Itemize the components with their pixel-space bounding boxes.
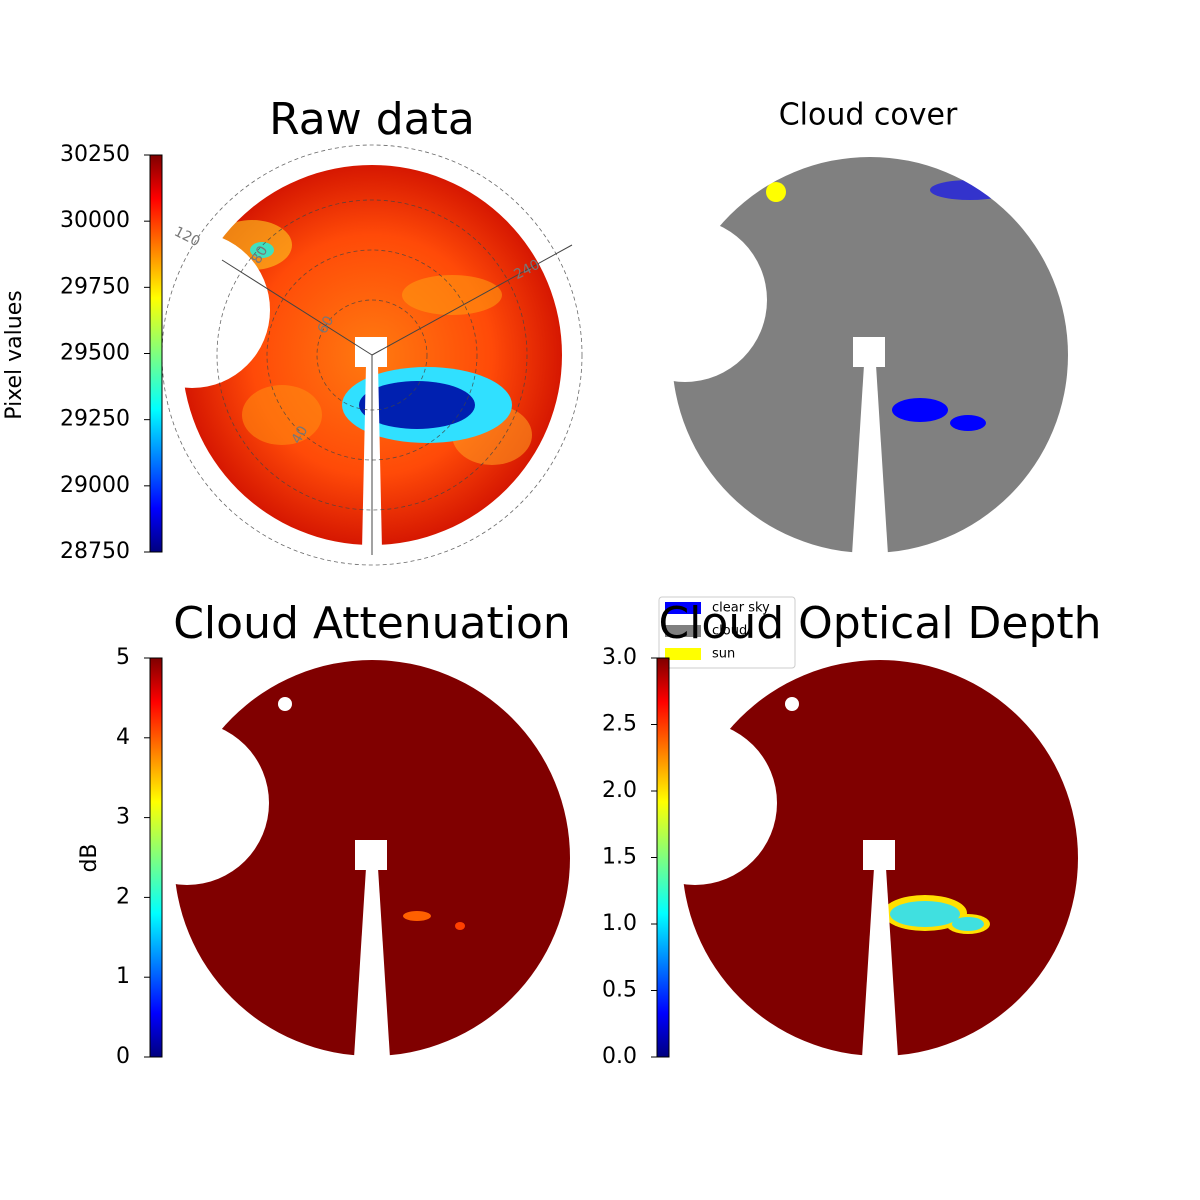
colorbar-tick-label: 29750 xyxy=(60,274,130,299)
colorbar-tick-label: 1.0 xyxy=(602,911,637,936)
colorbar-label: Pixel values xyxy=(2,290,27,419)
legend: clear sky cloud sun xyxy=(658,596,796,669)
sky-feature xyxy=(402,275,502,315)
colorbar-tick-label: 3 xyxy=(116,805,130,830)
panels: Raw data12024080604028750290002925029500… xyxy=(2,94,1102,1069)
sky-disk xyxy=(680,658,1080,1058)
sky-feature xyxy=(359,381,475,429)
panel: Cloud cover xyxy=(670,98,1070,555)
panel-title: Raw data xyxy=(269,94,475,145)
colorbar-tick-label: 29250 xyxy=(60,407,130,432)
radial-tick-label: 40 xyxy=(289,423,312,446)
polar-grid xyxy=(216,199,528,511)
panel: Cloud Attenuation 0 1 2 3 4 5 dB xyxy=(77,598,572,1069)
colorbar-tick-label: 3.0 xyxy=(602,645,637,670)
clear-sky-patch xyxy=(930,180,1010,200)
colorbar-tick-label: 30250 xyxy=(60,142,130,167)
sky-disk-content xyxy=(172,658,572,1058)
polar-axis xyxy=(221,259,373,356)
legend-label: cloud xyxy=(712,624,747,639)
colorbar-tick-label: 0 xyxy=(116,1044,130,1069)
radial-tick-label: 60 xyxy=(315,313,338,336)
panel-title: Cloud Attenuation xyxy=(173,598,571,649)
colorbar-tick-label: 1.5 xyxy=(602,845,637,870)
sky-feature xyxy=(890,901,960,927)
colorbar-tick-label: 2.5 xyxy=(602,712,637,737)
colorbar-tick-label: 2 xyxy=(116,884,130,909)
colorbar-tick-label: 0.0 xyxy=(602,1044,637,1069)
colorbar-tick-label: 30000 xyxy=(60,208,130,233)
sky-disk-content xyxy=(680,658,1080,1058)
colorbar-tick-label: 28750 xyxy=(60,539,130,564)
colorbar-label: dB xyxy=(77,843,102,872)
sun-mask xyxy=(278,697,292,711)
sky-feature xyxy=(455,922,465,930)
sky-image xyxy=(680,658,1080,1058)
sun-mask xyxy=(785,697,799,711)
colorbar-tick-label: 29500 xyxy=(60,341,130,366)
panel: Raw data12024080604028750290002925029500… xyxy=(2,94,583,566)
colorbar-tick-label: 5 xyxy=(116,645,130,670)
colorbar xyxy=(149,154,163,553)
clear-sky-patch xyxy=(950,415,986,431)
sky-disk xyxy=(670,155,1070,555)
panel-title: Cloud Optical Depth xyxy=(658,598,1101,649)
sky-feature xyxy=(242,385,322,445)
colorbar-tick-label: 4 xyxy=(116,725,130,750)
colorbar xyxy=(656,657,670,1058)
radial-tick-label: 80 xyxy=(249,243,272,266)
legend-swatch xyxy=(665,648,701,660)
panel: Cloud Optical Depth 0.0 0.5 1.0 1.5 2.0 2.5 3.0 xyxy=(602,598,1102,1069)
sky-image xyxy=(670,155,1070,555)
legend-label: sun xyxy=(712,647,735,662)
colorbar-tick-label: 1 xyxy=(116,964,130,989)
sky-feature xyxy=(250,242,274,258)
sky-feature xyxy=(952,917,984,931)
panel-title: Cloud cover xyxy=(779,98,958,133)
colorbar xyxy=(149,657,163,1058)
sky-feature xyxy=(212,220,292,270)
polar-axis xyxy=(371,244,573,356)
sun xyxy=(766,182,786,202)
legend-swatch xyxy=(665,602,701,614)
sky-disk-content xyxy=(670,155,1070,555)
colorbar-tick-label: 2.0 xyxy=(602,778,637,803)
legend-label: clear sky xyxy=(712,601,770,616)
colorbar-tick-label: 29000 xyxy=(60,473,130,498)
sky-image xyxy=(172,658,572,1058)
sky-feature xyxy=(403,911,431,921)
colorbar-tick-label: 0.5 xyxy=(602,978,637,1003)
legend-swatch xyxy=(665,625,701,637)
clear-sky-patch xyxy=(892,398,948,422)
sky-disk xyxy=(172,658,572,1058)
